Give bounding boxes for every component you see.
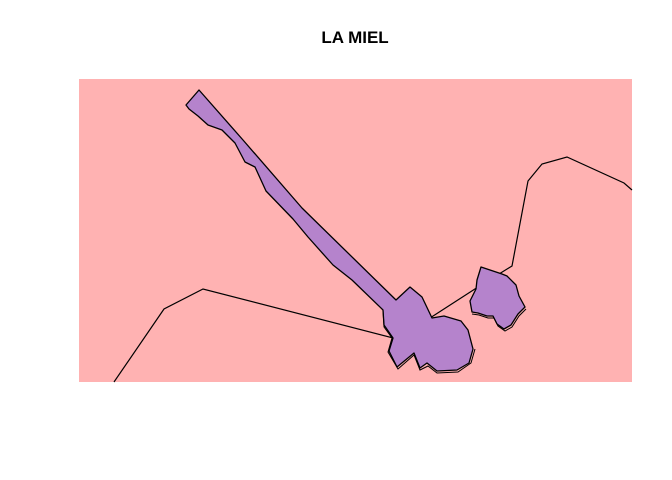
secondary-parcel-edge	[471, 308, 527, 332]
map-title: LA MIEL	[321, 28, 389, 47]
main-parcel-edge	[382, 309, 476, 374]
secondary-parcel	[469, 266, 526, 330]
background-region	[79, 79, 632, 382]
main-parcel	[185, 89, 474, 372]
